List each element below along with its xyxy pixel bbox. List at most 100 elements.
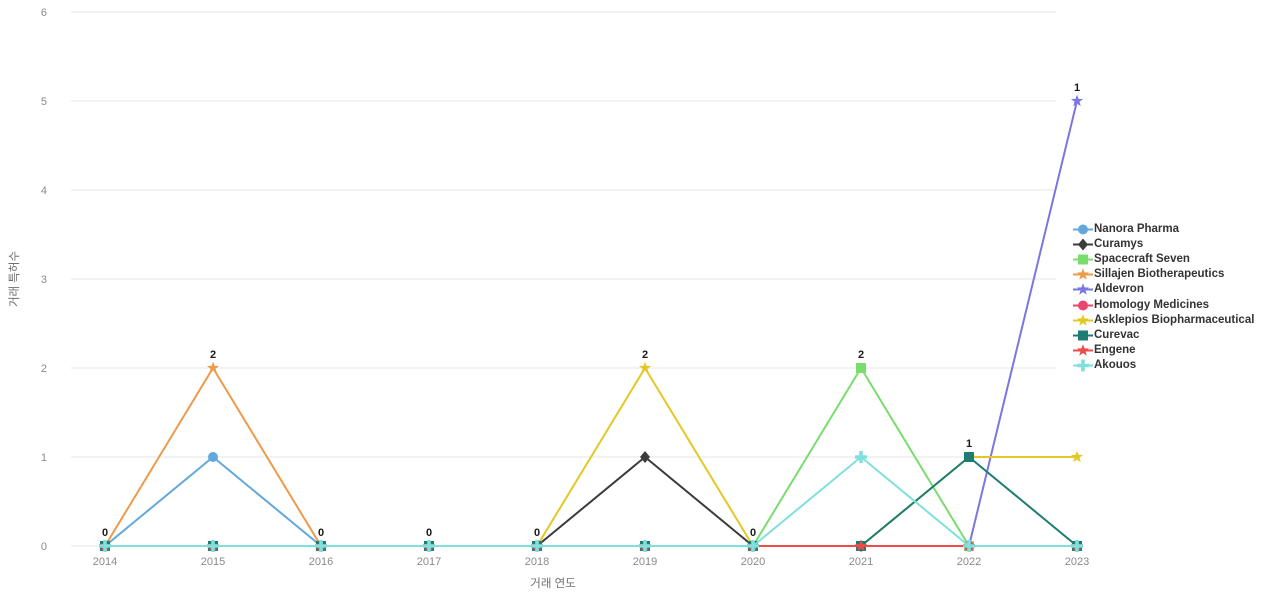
data-point-label: 0 — [534, 527, 540, 539]
series-curamys[interactable] — [100, 451, 1082, 552]
x-tick-label: 2021 — [849, 556, 873, 568]
series-akouos[interactable] — [99, 451, 1083, 552]
legend-item[interactable]: Curamys — [1072, 237, 1278, 252]
series-aldevron[interactable] — [98, 94, 1084, 552]
data-point-marker — [208, 452, 218, 462]
legend-item[interactable]: Spacecraft Seven — [1072, 252, 1278, 267]
data-point-marker — [99, 540, 111, 552]
data-point-label: 2 — [642, 349, 648, 361]
legend-marker-icon — [1072, 358, 1094, 373]
x-tick-label: 2020 — [741, 556, 765, 568]
data-point-marker — [639, 540, 651, 552]
data-point-marker — [1070, 450, 1084, 463]
data-point-marker — [531, 540, 543, 552]
y-tick-label: 3 — [41, 274, 47, 286]
data-point-marker — [423, 540, 436, 552]
data-point-marker — [315, 540, 328, 552]
legend-item[interactable]: Asklepios Biopharmaceutical — [1072, 313, 1278, 328]
legend-point-marker — [1078, 254, 1088, 265]
data-point-marker — [1071, 540, 1083, 552]
data-point-marker — [964, 452, 974, 462]
data-point-label: 0 — [750, 527, 756, 539]
data-point-marker — [640, 451, 650, 463]
legend-marker-icon — [1072, 298, 1094, 313]
data-point-marker — [207, 540, 219, 552]
legend-point-marker — [1076, 343, 1090, 356]
data-point-marker — [963, 540, 975, 552]
grid-lines — [71, 11, 1056, 547]
data-labels: 0 2 0 0 0 2 0 2 1 1 — [102, 82, 1080, 539]
x-tick-label: 2018 — [525, 556, 549, 568]
legend-point-marker — [1078, 238, 1088, 251]
legend-item[interactable]: Sillajen Biotherapeutics — [1072, 267, 1278, 282]
legend-marker-icon — [1072, 343, 1094, 358]
series-group — [98, 94, 1084, 552]
data-point-marker — [855, 451, 867, 464]
x-tick-label: 2023 — [1065, 556, 1089, 568]
data-point-marker — [747, 540, 759, 552]
series-line — [104, 456, 1078, 547]
legend-marker-icon — [1072, 222, 1094, 237]
legend-label: Akouos — [1094, 358, 1137, 371]
data-point-marker — [638, 361, 652, 374]
legend-marker-icon — [1072, 313, 1094, 328]
data-point-label: 1 — [1074, 82, 1080, 94]
legend-label: Spacecraft Seven — [1094, 253, 1190, 266]
legend-marker-icon — [1072, 282, 1094, 297]
y-tick-label: 6 — [41, 7, 47, 19]
x-tick-label: 2019 — [633, 556, 657, 568]
x-tick-label: 2014 — [93, 556, 117, 568]
x-tick-label: 2017 — [417, 556, 441, 568]
x-tick-label: 2015 — [201, 556, 225, 568]
legend-label: Engene — [1094, 343, 1136, 356]
legend-marker-icon — [1072, 267, 1094, 282]
y-tick-label: 0 — [41, 541, 47, 553]
legend-point-marker — [1078, 224, 1088, 235]
y-axis-title: 거래 특허수 — [8, 251, 21, 307]
data-point-label: 0 — [426, 527, 432, 539]
y-tick-label: 5 — [41, 96, 47, 108]
legend-item[interactable]: Homology Medicines — [1072, 297, 1278, 312]
x-tick-label: 2022 — [957, 556, 981, 568]
data-point-marker — [854, 539, 868, 552]
legend-label: Curevac — [1094, 328, 1140, 341]
legend-label: Curamys — [1094, 238, 1144, 251]
legend-point-marker — [1078, 330, 1088, 341]
legend-label: Aldevron — [1094, 283, 1144, 296]
data-point-label: 2 — [210, 349, 216, 361]
y-tick-label: 2 — [41, 363, 47, 375]
legend-item[interactable]: Aldevron — [1072, 282, 1278, 297]
legend-item[interactable]: Curevac — [1072, 328, 1278, 343]
legend-point-marker — [1077, 359, 1089, 372]
x-tick-label: 2016 — [309, 556, 333, 568]
legend-item[interactable]: Akouos — [1072, 358, 1278, 373]
legend-label: Nanora Pharma — [1094, 223, 1180, 236]
legend-label: Asklepios Biopharmaceutical — [1094, 313, 1255, 326]
legend-marker-icon — [1072, 237, 1094, 252]
x-axis-ticks: 2014 2015 2016 2017 2018 2019 2020 2021 2022 2023 — [93, 556, 1089, 568]
series-line — [104, 456, 1078, 547]
legend-marker-icon — [1072, 328, 1094, 343]
legend-marker-icon — [1072, 252, 1094, 267]
series-line — [104, 100, 1078, 547]
y-tick-label: 1 — [41, 452, 47, 464]
data-point-label: 1 — [966, 438, 972, 450]
y-tick-label: 4 — [41, 185, 47, 197]
y-axis-ticks: 0 1 2 3 4 5 6 — [41, 7, 47, 553]
legend-item[interactable]: Nanora Pharma — [1072, 222, 1278, 237]
legend-item[interactable]: Engene — [1072, 343, 1278, 358]
data-point-label: 2 — [858, 349, 864, 361]
data-point-marker — [1070, 94, 1084, 107]
data-point-label: 0 — [102, 527, 108, 539]
legend-label: Homology Medicines — [1094, 298, 1210, 311]
data-point-marker — [856, 363, 866, 373]
series-asklepios-biopharmaceutical[interactable] — [98, 361, 1084, 552]
chart-legend[interactable]: Nanora Pharma Curamys Spacecraft Seven Sill… — [1072, 222, 1278, 373]
legend-label: Sillajen Biotherapeutics — [1094, 268, 1225, 281]
legend-point-marker — [1076, 268, 1090, 281]
legend-point-marker — [1076, 313, 1090, 326]
legend-point-marker — [1076, 283, 1090, 296]
legend-point-marker — [1078, 300, 1088, 311]
